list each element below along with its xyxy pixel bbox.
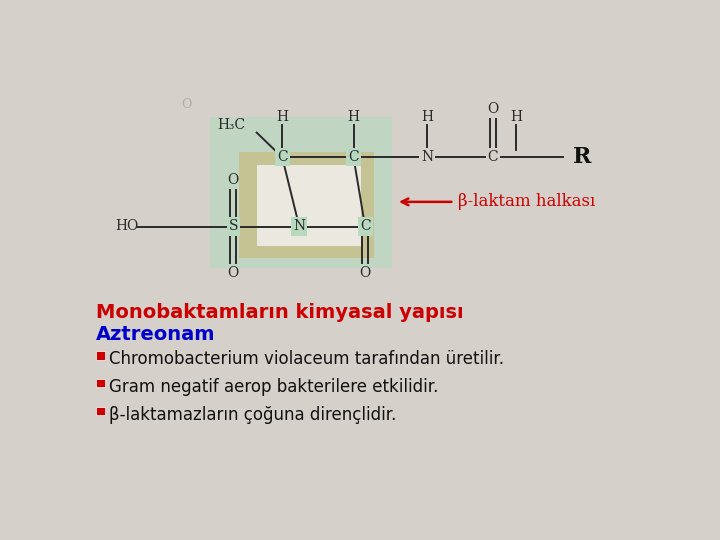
Text: O: O xyxy=(228,266,239,280)
Bar xyxy=(96,351,104,360)
Text: H: H xyxy=(510,110,522,124)
Text: Aztreonam: Aztreonam xyxy=(96,325,216,344)
Text: O: O xyxy=(359,266,371,280)
Text: O: O xyxy=(487,103,499,117)
Text: N: N xyxy=(293,219,305,233)
Text: C: C xyxy=(360,219,370,233)
Text: C: C xyxy=(348,150,359,164)
Text: β-laktam halkası: β-laktam halkası xyxy=(458,193,595,211)
Bar xyxy=(210,117,392,268)
Bar xyxy=(96,407,104,415)
Bar xyxy=(239,152,374,258)
Bar xyxy=(96,379,104,387)
Text: H: H xyxy=(276,110,288,124)
Text: N: N xyxy=(421,150,433,164)
Text: R: R xyxy=(573,146,591,168)
Text: Chromobacterium violaceum tarafından üretilir.: Chromobacterium violaceum tarafından üre… xyxy=(109,350,505,368)
Text: C: C xyxy=(277,150,287,164)
Text: HO: HO xyxy=(116,219,139,233)
Text: O: O xyxy=(228,173,239,187)
Text: O: O xyxy=(181,98,192,111)
Text: H₃C: H₃C xyxy=(217,118,246,132)
Text: H: H xyxy=(348,110,359,124)
Text: H: H xyxy=(421,110,433,124)
Text: Monobaktamların kimyasal yapısı: Monobaktamların kimyasal yapısı xyxy=(96,303,464,322)
Text: C: C xyxy=(487,150,498,164)
Text: S: S xyxy=(229,219,238,233)
Bar xyxy=(256,165,361,246)
Text: β-laktamazların çoğuna dirençlidir.: β-laktamazların çoğuna dirençlidir. xyxy=(109,406,397,424)
Text: Gram negatif aerop bakterilere etkilidir.: Gram negatif aerop bakterilere etkilidir… xyxy=(109,378,438,396)
